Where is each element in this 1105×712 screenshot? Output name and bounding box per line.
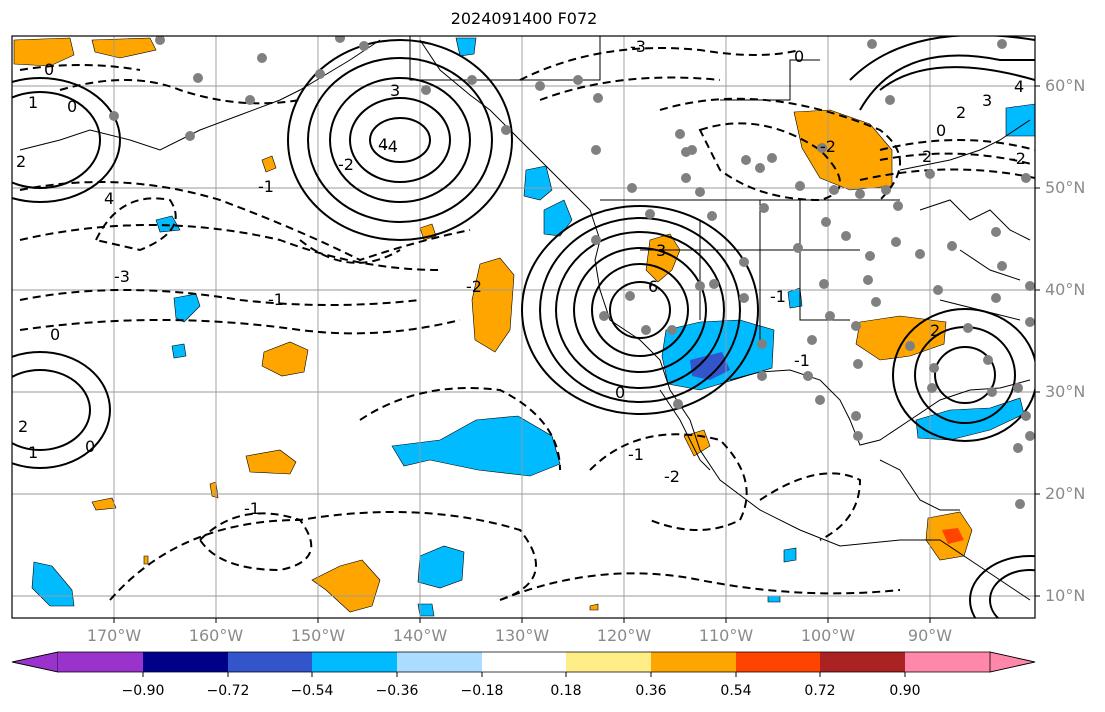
colorbar-segment [312,652,397,672]
contour-label: -3 [114,267,130,286]
colorbar-segment [566,652,651,672]
contour-label: 3 [656,241,666,260]
contour-label: 0 [936,121,946,140]
colorbar-segment [989,651,1036,673]
lat-label-30n: 30°N [1045,382,1086,401]
colorbar-tick-label: −0.72 [206,683,250,699]
contour-label: -4 [382,137,398,156]
strong-positive-shading [942,528,964,544]
contour-label: -2 [1010,149,1026,168]
contour-label: 3 [982,91,992,110]
lat-label-50n: 50°N [1045,178,1086,197]
contour-label: 2 [956,103,966,122]
lon-label-100w: 100°W [800,626,856,645]
contour-label: -1 [268,290,284,309]
colorbar-tick-label: 0.18 [550,683,582,699]
contour-label: 2 [930,321,940,340]
contour-label: 4 [1014,77,1024,96]
colorbar-segment [228,652,312,672]
lon-label-170w: 170°W [86,626,142,645]
contour-label: -1 [258,177,274,196]
colorbar-segment [143,652,228,672]
contour-label: 0 [67,97,77,116]
lon-label-120w: 120°W [596,626,652,645]
colorbar-segment [397,652,482,672]
colorbar-segment [905,652,990,672]
colorbar-segment [58,652,143,672]
contour-label: 6 [648,277,658,296]
lon-ticks [113,618,931,623]
contour-label: 0 [85,437,95,456]
plot-frame [11,35,1036,619]
colorbar-tick-label: −0.36 [375,683,419,699]
colorbar-tick-label: 0.72 [804,683,836,699]
lat-label-20n: 20°N [1045,484,1086,503]
lon-label-130w: 130°W [494,626,550,645]
map-title: 2024091400 F072 [450,9,598,28]
contour-label: -1 [770,287,786,306]
contour-label: 2 [16,152,26,171]
contour-label: 1 [28,93,38,112]
station-markers [109,36,1035,509]
contour-label: -2 [664,467,680,486]
lon-label-160w: 160°W [188,626,244,645]
contour-label: 0 [50,325,60,344]
colorbar-tick-label: 0.36 [635,683,667,699]
colorbar-tick-label: −0.18 [460,683,504,699]
contour-label: -1 [244,499,260,518]
contour-label: 2 [922,147,932,166]
contour-label: 0 [794,47,804,66]
contour-label: 1 [28,443,38,462]
contour-label: -2 [820,137,836,156]
contour-label: -3 [630,37,646,56]
colorbar-segment [651,652,736,672]
colorbar-tick-label: −0.90 [121,683,165,699]
lon-label-140w: 140°W [392,626,448,645]
colorbar-segment [11,651,59,673]
colorbar-tick-label: −0.54 [290,683,334,699]
contour-label: -2 [338,155,354,174]
lat-label-60n: 60°N [1045,76,1086,95]
colorbar-segment [482,652,566,672]
contour-label: 0 [615,383,625,402]
lat-ticks [1035,85,1040,597]
contour-label: 4 [378,135,388,154]
lat-label-10n: 10°N [1045,586,1086,605]
contour-label: -2 [466,277,482,296]
colorbar-segment [736,652,820,672]
colorbar-segment [820,652,905,672]
contour-label: 4 [104,189,114,208]
contour-label: 3 [390,81,400,100]
contour-label: 0 [44,60,54,79]
colorbar-tick-label: 0.54 [720,683,752,699]
contour-label: -1 [628,445,644,464]
lon-label-150w: 150°W [290,626,346,645]
contour-label: -1 [794,351,810,370]
strong-negative-shading [690,352,730,380]
contour-labels: 0 0 1 2 4 -1 -2 -3 -4 0 1 2 3 4 -1 -3 0 … [16,37,1026,518]
contour-label: 2 [18,417,28,436]
colorbar-tick-label: 0.90 [889,683,921,699]
lon-label-90w: 90°W [907,626,953,645]
negative-contours [19,47,1035,601]
lat-label-40n: 40°N [1045,280,1086,299]
lon-label-110w: 110°W [698,626,754,645]
colorbar [11,651,1036,677]
